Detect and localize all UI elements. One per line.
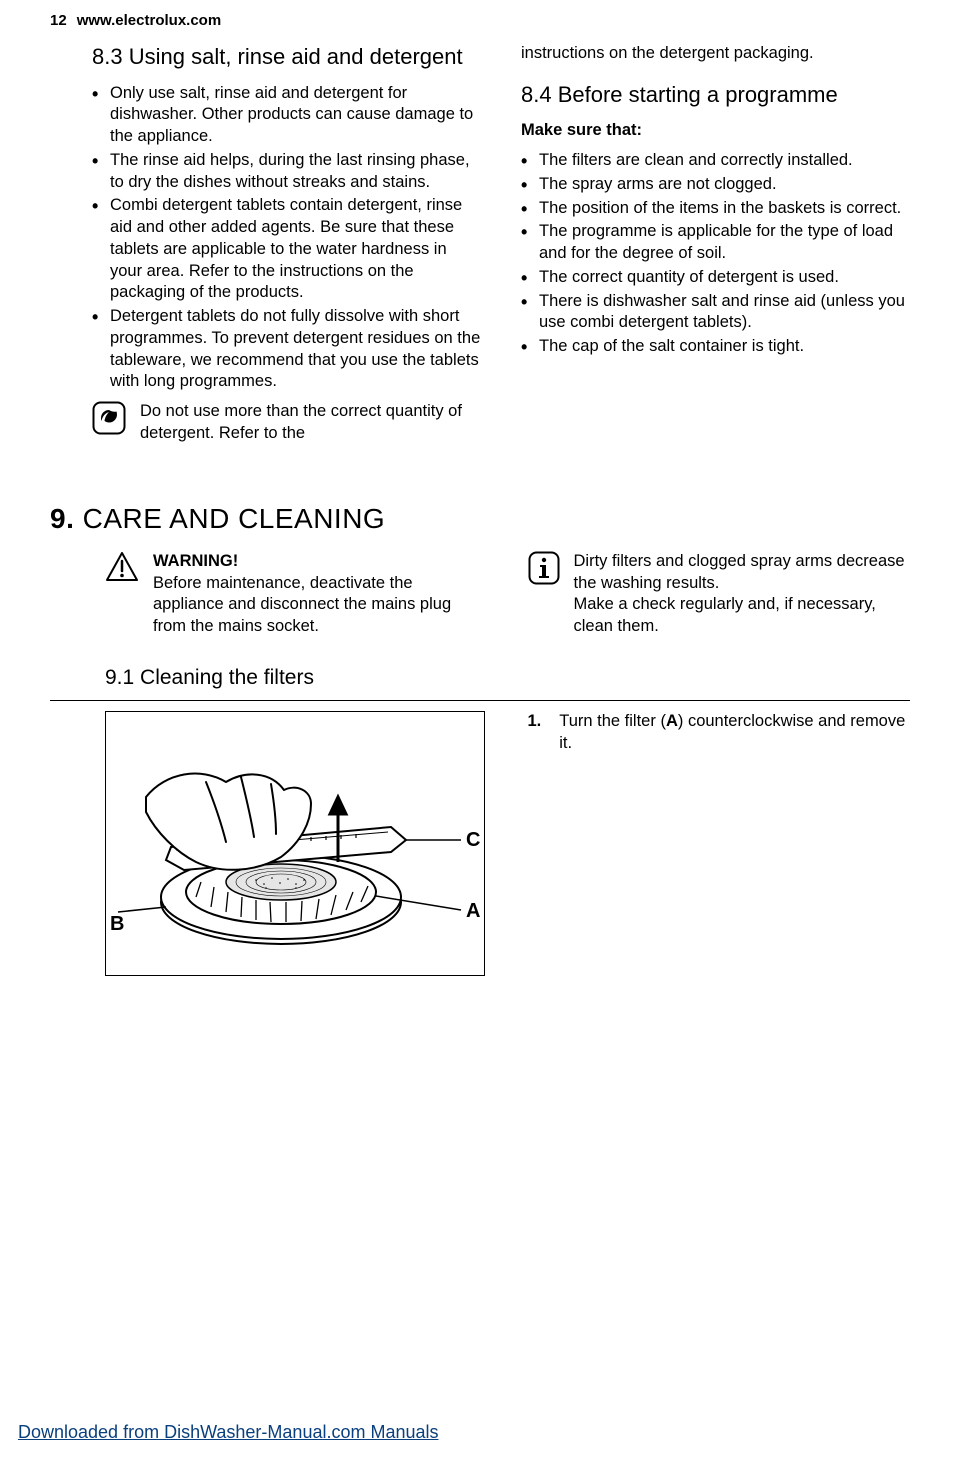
- section-9-columns: WARNING! Before maintenance, deactivate …: [50, 551, 910, 638]
- section-9-1-row: C A B 1. Turn the filter (A) countercloc…: [50, 711, 910, 976]
- section-9-1-number: 9.1: [105, 666, 134, 689]
- section-8-3-bullets: Only use salt, rinse aid and detergent f…: [92, 83, 481, 394]
- filter-step-cell: 1. Turn the filter (A) counterclockwise …: [528, 711, 911, 976]
- bullet-item: The position of the items in the baskets…: [539, 198, 910, 220]
- section-8-4-title: Before starting a programme: [558, 82, 838, 107]
- page-header: 12 www.electrolux.com: [50, 12, 910, 29]
- eco-note-text: Do not use more than the correct quantit…: [140, 401, 481, 445]
- section-9-number: 9.: [50, 503, 74, 534]
- warning-icon: [105, 551, 139, 583]
- eco-icon: [92, 401, 126, 435]
- bullet-item: Detergent tablets do not fully dissolve …: [110, 306, 481, 393]
- section-8-3-title: Using salt, rinse aid and detergent: [129, 44, 463, 69]
- label-a: A: [466, 900, 480, 922]
- bullet-item: The rinse aid helps, during the last rin…: [110, 150, 481, 194]
- warning-text: WARNING! Before maintenance, deactivate …: [153, 551, 488, 638]
- section-8-3-number: 8.3: [92, 44, 123, 69]
- section-8-4-number: 8.4: [521, 82, 552, 107]
- filter-diagram-cell: C A B: [50, 711, 488, 976]
- bullet-item: Only use salt, rinse aid and detergent f…: [110, 83, 481, 148]
- left-column: 8.3 Using salt, rinse aid and detergent …: [50, 43, 481, 445]
- step-prefix: Turn the filter (: [559, 712, 666, 730]
- warning-body: Before maintenance, deactivate the appli…: [153, 574, 451, 636]
- bullet-item: The cap of the salt container is tight.: [539, 336, 910, 358]
- step-number: 1.: [528, 711, 542, 755]
- warning-row: WARNING! Before maintenance, deactivate …: [105, 551, 488, 638]
- filter-diagram: C A B: [105, 711, 485, 976]
- section-8-4-bullets: The filters are clean and correctly inst…: [521, 150, 910, 358]
- section-9-title: CARE AND CLEANING: [83, 503, 386, 534]
- step-1: 1. Turn the filter (A) counterclockwise …: [528, 711, 911, 755]
- eco-note-row: Do not use more than the correct quantit…: [92, 401, 481, 445]
- step-text: Turn the filter (A) counterclockwise and…: [559, 711, 910, 755]
- page-number: 12: [50, 12, 67, 29]
- right-column: instructions on the detergent packaging.…: [521, 43, 910, 445]
- warning-column: WARNING! Before maintenance, deactivate …: [50, 551, 488, 638]
- upper-columns: 8.3 Using salt, rinse aid and detergent …: [50, 43, 910, 445]
- section-9-1-heading: 9.1 Cleaning the filters: [50, 666, 910, 690]
- manual-page: 12 www.electrolux.com 8.3 Using salt, ri…: [0, 0, 960, 1465]
- step-bold: A: [666, 712, 678, 730]
- bullet-item: There is dishwasher salt and rinse aid (…: [539, 291, 910, 335]
- label-b: B: [110, 913, 124, 935]
- info-text: Dirty filters and clogged spray arms dec…: [574, 551, 911, 638]
- info-column: Dirty filters and clogged spray arms dec…: [528, 551, 911, 638]
- bullet-item: The spray arms are not clogged.: [539, 174, 910, 196]
- info-icon: [528, 551, 560, 585]
- section-9-1-title: Cleaning the filters: [140, 666, 314, 689]
- bullet-item: Combi detergent tablets contain detergen…: [110, 195, 481, 304]
- section-8-4-heading: 8.4 Before starting a programme: [521, 81, 910, 109]
- header-url: www.electrolux.com: [77, 12, 222, 29]
- footer-link[interactable]: Downloaded from DishWasher-Manual.com Ma…: [18, 1422, 439, 1443]
- bullet-item: The programme is applicable for the type…: [539, 221, 910, 265]
- section-9-heading: 9. CARE AND CLEANING: [50, 503, 910, 535]
- info-row: Dirty filters and clogged spray arms dec…: [528, 551, 911, 638]
- continuation-text: instructions on the detergent packaging.: [521, 43, 910, 65]
- bullet-item: The filters are clean and correctly inst…: [539, 150, 910, 172]
- label-c: C: [466, 829, 480, 851]
- warning-label: WARNING!: [153, 552, 238, 570]
- divider: [50, 700, 910, 701]
- section-8-3-heading: 8.3 Using salt, rinse aid and detergent: [92, 43, 481, 71]
- make-sure-lead: Make sure that:: [521, 120, 910, 142]
- bullet-item: The correct quantity of detergent is use…: [539, 267, 910, 289]
